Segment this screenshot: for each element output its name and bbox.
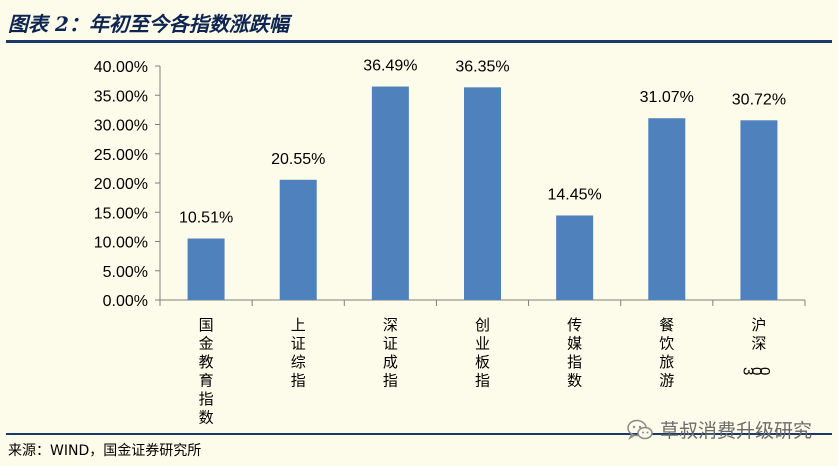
y-tick-label: 25.00% [94, 147, 148, 164]
category-label: 深证成指 [383, 317, 398, 390]
bar [187, 238, 225, 300]
data-label: 14.45% [548, 186, 602, 203]
bar [556, 215, 594, 300]
y-tick-label: 35.00% [94, 88, 148, 105]
wechat-icon [627, 419, 653, 440]
category-label: 沪深 300 [739, 317, 773, 375]
y-tick-label: 20.00% [94, 176, 148, 193]
category-label: 上证综指 [291, 317, 306, 390]
source-divider [6, 433, 832, 435]
title-divider [6, 40, 832, 43]
chart-area: 0.00% 5.00% 10.00% 15.00% 20.00% 25.00% 30.00%… [0, 46, 838, 432]
figure-title: 图表 2：年初至今各指数涨跌幅 [8, 12, 289, 36]
data-label: 30.72% [732, 91, 786, 108]
category-label: 创业板指 [475, 317, 490, 390]
data-label: 36.35% [455, 58, 509, 75]
watermark: 草叔消费升级研究 [626, 416, 812, 443]
source-note: 来源：WIND，国金证券研究所 [8, 443, 202, 459]
data-label: 20.55% [271, 151, 325, 168]
data-label: 36.49% [363, 58, 417, 75]
data-label: 10.51% [179, 210, 233, 227]
bar [371, 86, 409, 300]
y-tick-label: 5.00% [103, 264, 148, 281]
y-tick-label: 15.00% [94, 205, 148, 222]
category-label: 传媒指数 [567, 317, 582, 390]
category-label: 餐饮旅游 [659, 317, 674, 390]
figure-header: 图表 2：年初至今各指数涨跌幅 [0, 0, 838, 40]
y-tick-label: 30.00% [94, 118, 148, 135]
bar [740, 120, 778, 301]
y-tick-label: 10.00% [94, 235, 148, 252]
bar [464, 87, 501, 300]
bar [279, 179, 317, 300]
data-label: 31.07% [640, 89, 694, 106]
y-tick-label: 40.00% [94, 59, 148, 76]
watermark-text: 草叔消费升级研究 [659, 420, 812, 442]
category-label: 国金教育指数 [199, 317, 214, 427]
bar-chart: 0.00% 5.00% 10.00% 15.00% 20.00% 25.00% 30.00%… [94, 58, 806, 427]
y-tick-label: 0.00% [103, 293, 148, 310]
bar [648, 118, 686, 300]
